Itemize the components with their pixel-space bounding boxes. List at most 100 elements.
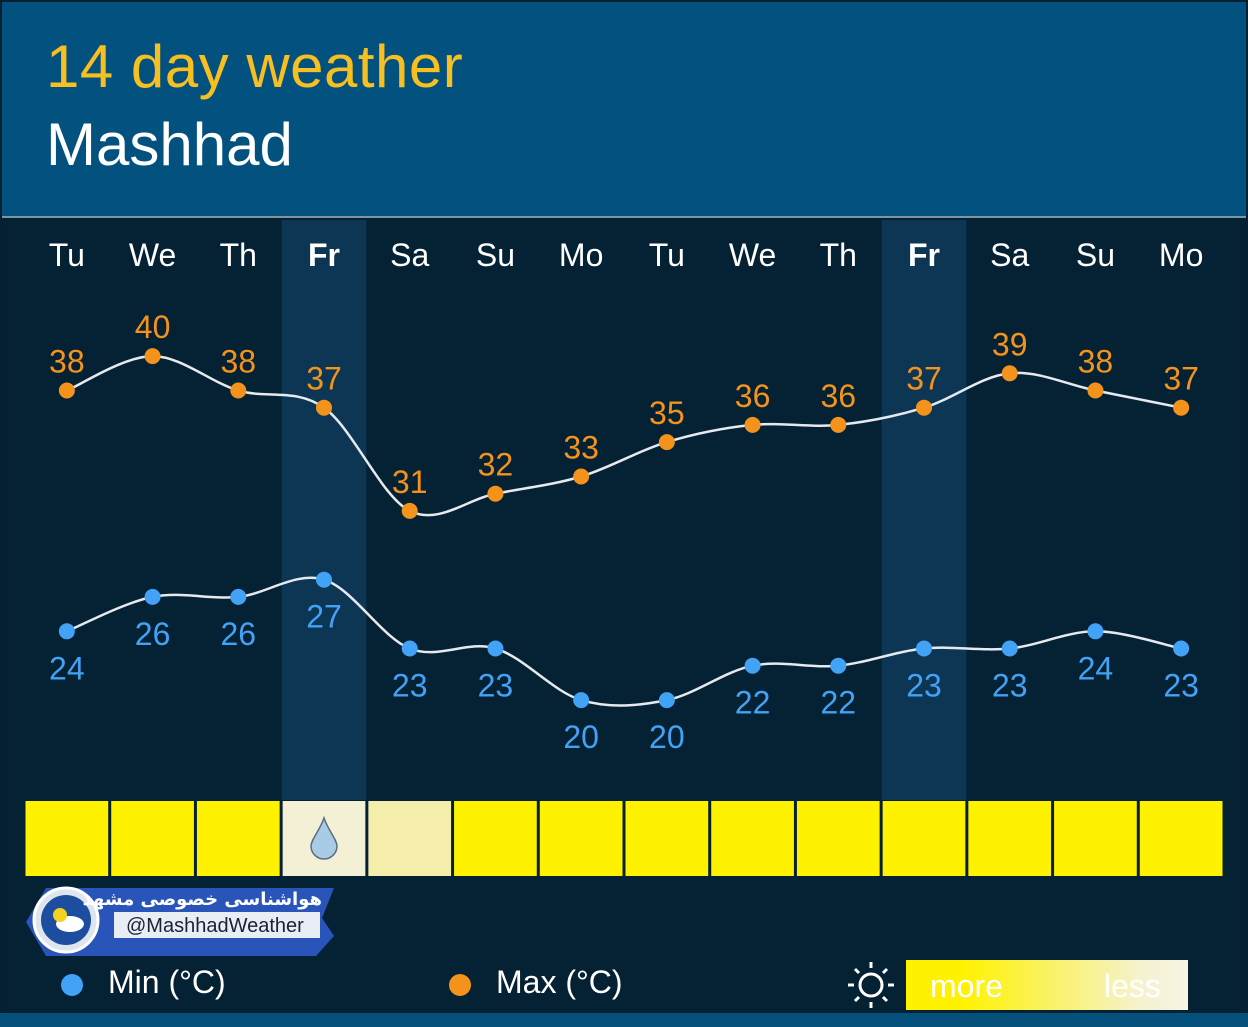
day-label: Tu bbox=[649, 237, 685, 273]
min-temp-point bbox=[916, 640, 932, 657]
min-temp-point bbox=[1087, 623, 1104, 640]
min-temp-point bbox=[1001, 640, 1018, 657]
sunshine-cell bbox=[1139, 801, 1223, 876]
min-temp-point bbox=[144, 588, 161, 605]
day-label: Su bbox=[1076, 237, 1115, 273]
sunshine-less-label: less bbox=[1104, 968, 1161, 1004]
city-name: Mashhad bbox=[46, 111, 293, 178]
min-legend-label: Min (°C) bbox=[108, 964, 226, 1000]
max-temp-label: 38 bbox=[1078, 344, 1114, 380]
max-legend-label: Max (°C) bbox=[496, 964, 623, 1000]
footer-bar bbox=[0, 1013, 1248, 1027]
max-temp-point bbox=[1173, 399, 1190, 416]
min-temp-label: 22 bbox=[735, 685, 771, 721]
sunshine-cell bbox=[454, 801, 537, 876]
highlight-column bbox=[281, 220, 367, 800]
max-temp-label: 31 bbox=[392, 464, 428, 500]
sunshine-cell bbox=[968, 801, 1052, 876]
watermark-persian-text: هواشناسی خصوصی مشهد bbox=[82, 889, 322, 910]
min-temp-point bbox=[230, 588, 247, 605]
min-temp-point bbox=[830, 657, 847, 674]
min-temp-label: 24 bbox=[49, 650, 85, 686]
max-temp-label: 38 bbox=[220, 344, 256, 380]
day-label: Sa bbox=[990, 237, 1029, 273]
max-temp-label: 35 bbox=[649, 395, 685, 431]
max-temp-point bbox=[487, 485, 504, 502]
max-temp-line bbox=[66, 354, 1182, 517]
max-temp-point bbox=[744, 416, 761, 433]
sunshine-cell bbox=[796, 801, 880, 876]
max-temp-label: 39 bbox=[992, 326, 1028, 362]
min-temp-point bbox=[487, 640, 504, 657]
max-temp-point bbox=[658, 434, 675, 451]
min-temp-point bbox=[1173, 640, 1190, 657]
max-temp-point bbox=[1087, 382, 1104, 399]
max-temp-label: 40 bbox=[135, 309, 171, 345]
min-temp-label: 27 bbox=[306, 599, 342, 635]
highlight-column bbox=[881, 220, 967, 800]
max-temp-point bbox=[144, 348, 161, 365]
watermark-logo: هواشناسی خصوصی مشهد @MashhadWeather bbox=[26, 884, 346, 960]
sunshine-more-label: more bbox=[930, 968, 1003, 1004]
max-temp-label: 37 bbox=[306, 361, 342, 397]
day-label: Th bbox=[220, 237, 257, 273]
min-temp-label: 23 bbox=[392, 668, 428, 704]
min-temp-point bbox=[658, 692, 675, 709]
min-temp-label: 23 bbox=[478, 668, 514, 704]
min-temp-label: 23 bbox=[1163, 668, 1199, 704]
max-temp-point bbox=[230, 382, 247, 399]
day-label: We bbox=[129, 237, 176, 273]
day-label: We bbox=[729, 237, 776, 273]
day-label: Mo bbox=[1159, 237, 1203, 273]
max-temp-label: 37 bbox=[1163, 361, 1199, 397]
min-temp-label: 26 bbox=[135, 616, 171, 652]
watermark-handle: @MashhadWeather bbox=[126, 915, 304, 937]
min-temp-label: 26 bbox=[220, 616, 256, 652]
sunshine-cell bbox=[1054, 801, 1137, 876]
max-temp-point bbox=[573, 468, 590, 485]
day-label: Su bbox=[476, 237, 515, 273]
max-temp-label: 36 bbox=[820, 378, 856, 414]
min-temp-label: 24 bbox=[1078, 650, 1114, 686]
min-temp-label: 20 bbox=[563, 719, 599, 755]
sunshine-cell bbox=[25, 801, 109, 876]
sunshine-cell bbox=[368, 801, 452, 876]
chart-panel bbox=[2, 218, 1246, 1013]
day-label: Sa bbox=[390, 237, 429, 273]
min-temp-point bbox=[744, 657, 761, 674]
sunshine-cell bbox=[539, 801, 623, 876]
max-temp-label: 38 bbox=[49, 344, 85, 380]
min-temp-point bbox=[401, 640, 418, 657]
day-label: Th bbox=[820, 237, 857, 273]
max-temp-point bbox=[58, 382, 75, 399]
max-temp-label: 32 bbox=[478, 447, 514, 483]
min-temp-point bbox=[58, 623, 75, 640]
max-temp-point bbox=[316, 399, 332, 416]
page-title: 14 day weather bbox=[46, 33, 464, 100]
min-temp-label: 20 bbox=[649, 719, 685, 755]
watermark-badge: هواشناسی خصوصی مشهد @MashhadWeather bbox=[26, 886, 334, 956]
raindrop-icon bbox=[310, 815, 338, 860]
min-temp-label: 22 bbox=[820, 685, 856, 721]
max-temp-point bbox=[1001, 365, 1018, 382]
sunshine-cell bbox=[625, 801, 709, 876]
max-temp-point bbox=[916, 399, 932, 416]
sunshine-scale: more less bbox=[906, 960, 1188, 1010]
sunshine-cell bbox=[111, 801, 194, 876]
day-label: Tu bbox=[49, 237, 85, 273]
min-temp-point bbox=[316, 571, 332, 588]
day-label: Fr bbox=[908, 237, 940, 273]
min-temp-point bbox=[573, 692, 590, 709]
min-temp-label: 23 bbox=[906, 668, 942, 704]
min-temp-label: 23 bbox=[992, 668, 1028, 704]
min-temp-line bbox=[66, 576, 1182, 707]
max-temp-label: 36 bbox=[735, 378, 771, 414]
sunshine-cell bbox=[711, 801, 794, 876]
max-temp-label: 37 bbox=[906, 361, 942, 397]
sunshine-cell bbox=[882, 801, 966, 876]
day-label: Mo bbox=[559, 237, 603, 273]
max-temp-point bbox=[401, 502, 418, 519]
sunshine-cell bbox=[196, 801, 280, 876]
